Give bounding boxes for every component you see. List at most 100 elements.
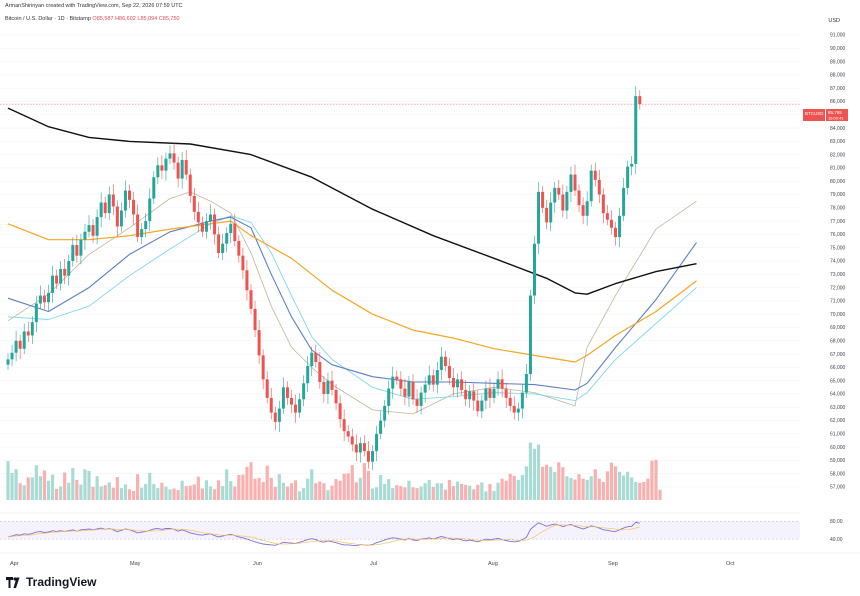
candle-body xyxy=(411,381,415,400)
candle-body xyxy=(342,419,346,432)
y-tick-label: 75,000 xyxy=(830,245,846,251)
price-axis: 91,00090,00089,00088,00087,00086,00085,0… xyxy=(830,33,846,491)
candle-body xyxy=(379,420,383,434)
volume-bar xyxy=(439,483,443,500)
volume-bar xyxy=(184,486,188,500)
volume-bar xyxy=(346,473,350,500)
candle-body xyxy=(618,215,622,238)
candle-body xyxy=(464,389,468,400)
volume-bar xyxy=(411,487,415,500)
candle-body xyxy=(128,190,131,200)
candle-body xyxy=(549,202,553,223)
volume-bar xyxy=(204,480,209,500)
candle-body xyxy=(419,392,423,406)
candle-body xyxy=(204,221,208,232)
volume-bar xyxy=(298,491,302,500)
volume-bar xyxy=(626,471,630,500)
y-tick-label: 80,000 xyxy=(830,179,846,185)
rsi-line xyxy=(7,521,640,547)
candle-body xyxy=(500,379,504,389)
candle-body xyxy=(91,225,95,236)
candle-body xyxy=(103,202,107,214)
candle-body xyxy=(99,202,103,218)
candle-body xyxy=(504,388,508,398)
volume-bar xyxy=(14,469,18,500)
candle-body xyxy=(221,243,225,254)
volume-bar xyxy=(95,476,99,500)
volume-bar xyxy=(63,472,67,500)
brand-name: TradingView xyxy=(26,575,97,589)
volume-bar xyxy=(573,479,577,500)
volume-bar xyxy=(650,460,654,500)
candle-body xyxy=(152,177,156,199)
y-tick-label: 65,000 xyxy=(830,378,846,384)
candle-body xyxy=(452,377,455,388)
volume-bar xyxy=(281,482,285,500)
y-tick-label: 57,000 xyxy=(830,485,846,491)
volume-bar xyxy=(50,474,55,500)
candle-body xyxy=(362,443,366,452)
candle-body xyxy=(119,210,123,227)
volume-bar xyxy=(447,479,452,500)
candle-body xyxy=(358,443,362,453)
candle-body xyxy=(265,379,269,398)
candle-body xyxy=(14,340,18,353)
candles xyxy=(6,86,642,471)
y-tick-label: 74,000 xyxy=(830,259,846,265)
volume-bar xyxy=(136,474,140,500)
ohlc-high: H86,602 xyxy=(115,16,136,22)
candle-body xyxy=(533,243,536,296)
volume-bar xyxy=(597,478,601,500)
volume-bar xyxy=(180,480,184,500)
volume-bar xyxy=(512,475,516,500)
volume-bar xyxy=(326,490,330,500)
candle-body xyxy=(51,275,55,293)
candle-body xyxy=(241,255,245,271)
candle-body xyxy=(375,433,379,452)
candle-body xyxy=(589,170,593,202)
volume-bar xyxy=(342,473,346,500)
y-tick-label: 72,000 xyxy=(830,285,846,291)
y-tick-label: 58,000 xyxy=(830,471,846,477)
y-tick-label: 70,000 xyxy=(830,312,846,318)
candle-body xyxy=(383,405,387,421)
volume-bar xyxy=(350,465,354,500)
time-axis: Apr May Jun Jul Aug Sep Oct xyxy=(10,561,735,567)
volume-bar xyxy=(395,485,399,500)
candle-body xyxy=(26,331,30,336)
symbol-legend: Bitcoin / U.S. Dollar · 1D · Bitstamp O8… xyxy=(5,16,180,22)
y-tick-label: 79,000 xyxy=(830,192,846,198)
volume-bar xyxy=(99,486,103,500)
candle-body xyxy=(472,391,476,401)
volume-bar xyxy=(192,484,196,500)
y-tick-label: 68,000 xyxy=(830,338,846,344)
ma-blue-line xyxy=(7,216,697,391)
candle-body xyxy=(634,96,638,164)
volume-bar xyxy=(269,477,273,500)
candle-body xyxy=(601,194,605,214)
candle-body xyxy=(330,380,334,390)
volume-bar xyxy=(103,485,107,500)
volume-bar xyxy=(553,472,557,500)
volume-bar xyxy=(330,485,334,500)
candle-body xyxy=(196,211,200,223)
candle-body xyxy=(415,399,419,406)
volume-bar xyxy=(225,469,229,500)
volume-bar xyxy=(200,488,204,500)
candle-body xyxy=(188,174,192,196)
volume-bar xyxy=(391,488,395,500)
volume-bar xyxy=(577,474,581,500)
candle-body xyxy=(399,379,403,389)
volume-bar xyxy=(464,484,468,500)
volume-bar xyxy=(55,488,59,500)
volume-bar xyxy=(79,484,83,500)
candle-body xyxy=(565,191,569,211)
candle-body xyxy=(338,403,342,420)
volume-bar xyxy=(115,477,119,500)
ma-cyan-line xyxy=(7,215,697,402)
candle-body xyxy=(71,245,75,261)
currency-label: USD xyxy=(828,18,840,24)
candle-body xyxy=(38,295,42,304)
volume-bar xyxy=(524,466,528,500)
